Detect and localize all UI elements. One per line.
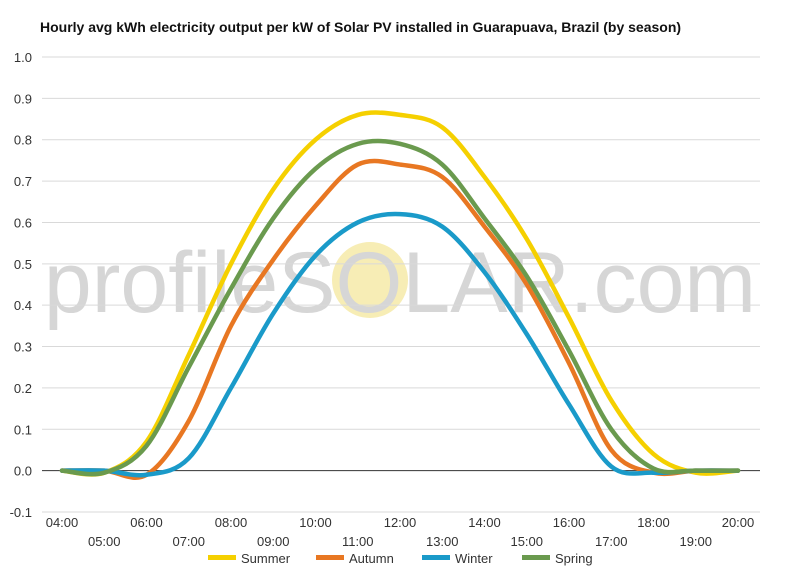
chart-title: Hourly avg kWh electricity output per kW… (40, 19, 682, 35)
watermark-sun (332, 242, 408, 318)
series-line-summer (59, 110, 741, 477)
series-line-spring (59, 138, 741, 477)
legend-label-winter: Winter (455, 551, 493, 566)
x-tick-label: 18:00 (637, 515, 670, 530)
x-axis-ticks: 04:00 05:00 06:00 07:00 08:00 09:00 10:00 11:00… (46, 515, 755, 549)
x-tick-label: 09:00 (257, 534, 290, 549)
y-tick-label: 0.5 (14, 257, 32, 272)
series-lines (59, 110, 741, 480)
x-tick-label: 10:00 (299, 515, 332, 530)
x-tick-label: 07:00 (172, 534, 205, 549)
y-tick-label: -0.1 (10, 505, 32, 520)
series-line-winter (59, 211, 741, 478)
x-tick-label: 04:00 (46, 515, 79, 530)
x-tick-label: 16:00 (553, 515, 586, 530)
y-tick-label: 0.6 (14, 215, 32, 230)
watermark-text: profileSOLAR.com (44, 235, 756, 331)
legend-label-spring: Spring (555, 551, 593, 566)
series-line-autumn (59, 158, 741, 480)
x-tick-label: 17:00 (595, 534, 628, 549)
y-tick-label: 0.7 (14, 174, 32, 189)
x-tick-label: 06:00 (130, 515, 163, 530)
x-tick-label: 19:00 (679, 534, 712, 549)
legend-swatch-summer (208, 555, 236, 560)
watermark: profileSOLAR.com (44, 235, 756, 331)
x-tick-label: 05:00 (88, 534, 121, 549)
x-tick-label: 11:00 (342, 534, 374, 549)
x-tick-label: 20:00 (722, 515, 755, 530)
legend-swatch-spring (522, 555, 550, 560)
x-tick-label: 12:00 (384, 515, 417, 530)
y-tick-label: 0.3 (14, 340, 32, 355)
x-tick-label: 15:00 (510, 534, 543, 549)
y-tick-label: 0.0 (14, 464, 32, 479)
y-tick-label: 0.2 (14, 381, 32, 396)
y-tick-label: 1.0 (14, 50, 32, 65)
x-tick-label: 08:00 (215, 515, 248, 530)
y-tick-label: 0.4 (14, 298, 32, 313)
legend-swatch-winter (422, 555, 450, 560)
x-tick-label: 14:00 (468, 515, 501, 530)
legend-label-summer: Summer (241, 551, 291, 566)
y-axis-ticks: -0.1 0.0 0.1 0.2 0.3 0.4 0.5 0.6 0.7 0.8 0.9 1.0 (10, 50, 32, 520)
y-tick-label: 0.1 (14, 422, 32, 437)
legend-label-autumn: Autumn (349, 551, 394, 566)
legend: Summer Autumn Winter Spring (208, 551, 593, 566)
y-tick-label: 0.9 (14, 91, 32, 106)
y-tick-label: 0.8 (14, 133, 32, 148)
x-tick-label: 13:00 (426, 534, 459, 549)
legend-swatch-autumn (316, 555, 344, 560)
